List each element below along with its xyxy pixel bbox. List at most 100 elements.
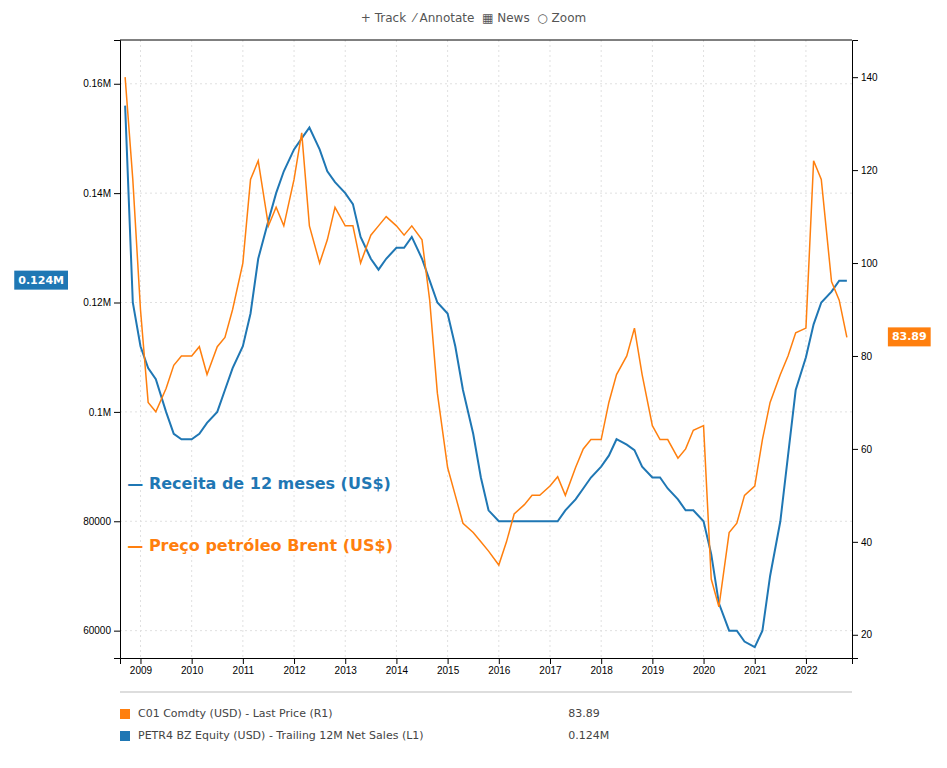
grid-line bbox=[120, 411, 852, 412]
tick: 0.1M bbox=[89, 407, 120, 418]
grid-line bbox=[601, 40, 602, 658]
tick-label: 140 bbox=[861, 72, 878, 83]
plot: 2009 2010 2011 2012 2013 2014 2015 2016 2017 2018… bbox=[14, 40, 930, 676]
grid-line bbox=[447, 40, 448, 658]
tick-label: 2021 bbox=[744, 665, 767, 676]
tick-label: 2017 bbox=[539, 665, 562, 676]
tick: 80 bbox=[852, 351, 873, 362]
tick: 2020 bbox=[693, 658, 716, 676]
tick-mark bbox=[114, 631, 120, 632]
tick: 20 bbox=[852, 629, 873, 640]
grid-line bbox=[549, 40, 550, 658]
tick-mark bbox=[550, 658, 551, 664]
axis-line bbox=[114, 41, 121, 659]
tick: 60000 bbox=[83, 625, 120, 636]
axis-line bbox=[853, 41, 859, 659]
plot-frame bbox=[120, 40, 852, 41]
tick: 0.16M bbox=[83, 78, 120, 89]
tick-mark bbox=[140, 658, 141, 664]
legend-swatch bbox=[120, 709, 130, 719]
tick-label: 0.12M bbox=[83, 297, 111, 308]
grid-line bbox=[396, 40, 397, 658]
tick-label: 20 bbox=[861, 629, 873, 640]
tick: 60 bbox=[852, 444, 873, 455]
tick-mark bbox=[852, 77, 858, 78]
tick: 2012 bbox=[283, 658, 306, 676]
tick-mark bbox=[396, 658, 397, 664]
legend-entry: — Preço petróleo Brent (US$) bbox=[127, 536, 393, 555]
tick-label: 40 bbox=[861, 537, 873, 548]
legend-swatch bbox=[120, 731, 130, 741]
grid-line bbox=[345, 40, 346, 658]
grid-line bbox=[120, 193, 852, 194]
tick: 2013 bbox=[335, 658, 358, 676]
footer-label: C01 Comdty (USD) - Last Price (R1) bbox=[138, 707, 333, 720]
tick-label: 2012 bbox=[283, 665, 306, 676]
legend-entry: — Receita de 12 meses (US$) bbox=[127, 474, 391, 493]
tick-mark bbox=[852, 263, 858, 264]
tick-label: 2022 bbox=[795, 665, 818, 676]
tick: 2009 bbox=[130, 658, 153, 676]
tick: 40 bbox=[852, 537, 873, 548]
grid bbox=[120, 40, 852, 658]
grid-line bbox=[652, 40, 653, 658]
tick: 2015 bbox=[437, 658, 460, 676]
tick: 0.14M bbox=[83, 188, 120, 199]
tick: 2016 bbox=[488, 658, 511, 676]
line bbox=[125, 77, 847, 607]
tick-label: 100 bbox=[861, 258, 878, 269]
tick-label: 80 bbox=[861, 351, 873, 362]
tick-mark bbox=[852, 449, 858, 450]
tick-mark bbox=[114, 193, 120, 194]
tick-mark bbox=[852, 170, 858, 171]
tick-label: 0.1M bbox=[89, 407, 111, 418]
grid-line bbox=[754, 40, 755, 658]
tick-mark bbox=[294, 658, 295, 664]
legend: — Receita de 12 meses (US$) — Preço petró… bbox=[127, 474, 393, 555]
axis-line bbox=[121, 659, 853, 665]
x-axis: 2009 2010 2011 2012 2013 2014 2015 2016 2017 2018… bbox=[121, 658, 853, 676]
annotation-box bbox=[14, 271, 68, 290]
annotation: 83.89 bbox=[888, 327, 931, 346]
tick-label: 2015 bbox=[437, 665, 460, 676]
y-axis: 60000 80000 0.1M 0.12M 0.14M 0.16M bbox=[83, 41, 120, 659]
footer-value: 0.124M bbox=[568, 729, 609, 742]
tick-label: 2009 bbox=[130, 665, 153, 676]
annotation-text: 83.89 bbox=[892, 330, 927, 343]
annotations: 83.89 0.124M bbox=[14, 271, 930, 347]
chart: + Track ⁄ Annotate ▦ News ○ Zoom20092010… bbox=[0, 0, 947, 768]
grid-line bbox=[703, 40, 704, 658]
grid-line bbox=[120, 630, 852, 631]
series-group bbox=[125, 77, 847, 647]
tick-mark bbox=[852, 356, 858, 357]
tick-mark bbox=[345, 658, 346, 664]
tick: 2010 bbox=[181, 658, 204, 676]
tick-mark bbox=[499, 658, 500, 664]
tick-mark bbox=[806, 658, 807, 664]
tick-mark bbox=[852, 635, 858, 636]
footer-label: PETR4 BZ Equity (USD) - Trailing 12M Net… bbox=[138, 729, 424, 742]
tick-mark bbox=[114, 412, 120, 413]
grid-line bbox=[120, 302, 852, 303]
tick-mark bbox=[114, 303, 120, 304]
tick-label: 80000 bbox=[83, 516, 111, 527]
tick-label: 2014 bbox=[386, 665, 409, 676]
tick: 2014 bbox=[386, 658, 409, 676]
tick-label: 60000 bbox=[83, 625, 111, 636]
tick-label: 2018 bbox=[591, 665, 614, 676]
tick-mark bbox=[448, 658, 449, 664]
tick-label: 2010 bbox=[181, 665, 204, 676]
y2-axis: 20 40 60 80 100 120 140 bbox=[852, 41, 878, 659]
tick: 2018 bbox=[591, 658, 614, 676]
tick-label: 120 bbox=[861, 165, 878, 176]
tick-label: 60 bbox=[861, 444, 873, 455]
tick: 140 bbox=[852, 72, 878, 83]
annotation: 0.124M bbox=[14, 271, 68, 290]
tick-mark bbox=[243, 658, 244, 664]
grid-line bbox=[120, 83, 852, 84]
footer-value: 83.89 bbox=[568, 707, 600, 720]
grid-line bbox=[294, 40, 295, 658]
tick-mark bbox=[755, 658, 756, 664]
tick-label: 2011 bbox=[233, 665, 255, 676]
tick-label: 0.16M bbox=[83, 78, 111, 89]
